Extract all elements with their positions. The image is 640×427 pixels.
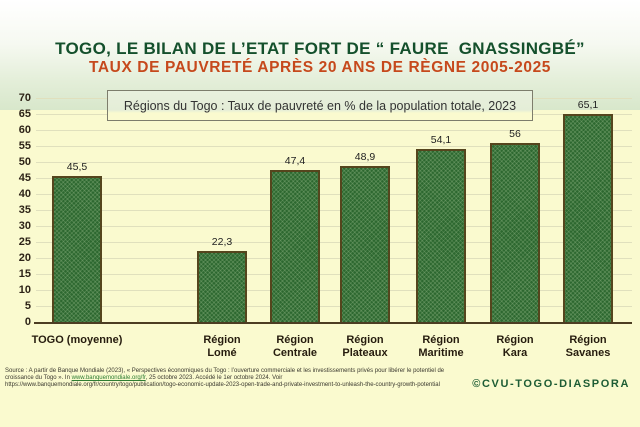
source-note: Source : A partir de Banque Mondiale (20… bbox=[5, 368, 475, 389]
y-tick-label: 70 bbox=[18, 91, 31, 104]
source-link[interactable]: www.banquemondiale.org/fr bbox=[71, 374, 146, 381]
x-category-label: TOGO (moyenne) bbox=[31, 334, 123, 346]
x-category-label: Région Centrale bbox=[272, 334, 318, 359]
x-axis-line bbox=[34, 322, 632, 324]
source-url: https://www.banquemondiale.org/fr/countr… bbox=[5, 381, 440, 388]
gridline bbox=[36, 130, 632, 131]
gridline bbox=[36, 258, 632, 259]
y-tick-label: 0 bbox=[24, 315, 31, 328]
gridline bbox=[36, 146, 632, 147]
gridline bbox=[36, 178, 632, 179]
page-subtitle: TAUX DE PAUVRETÉ APRÈS 20 ANS DE RÈGNE 2… bbox=[88, 59, 552, 76]
y-tick-label: 50 bbox=[18, 155, 31, 168]
bar-value-label: 22,3 bbox=[211, 236, 233, 248]
y-tick-label: 45 bbox=[18, 171, 31, 184]
copyright: ©CVU-TOGO-DIASPORA bbox=[472, 378, 630, 390]
source-line-2-prefix: croissance du Togo ». In bbox=[5, 374, 72, 381]
y-tick-label: 55 bbox=[18, 139, 31, 152]
bar-7 bbox=[563, 114, 613, 322]
bar-value-label: 65,1 bbox=[577, 99, 599, 111]
bar-value-label: 54,1 bbox=[430, 134, 452, 146]
bar-3 bbox=[270, 170, 320, 322]
y-tick-label: 35 bbox=[18, 203, 31, 216]
bar-2 bbox=[197, 251, 247, 322]
x-category-label: Région Kara bbox=[496, 334, 534, 359]
gridline bbox=[36, 226, 632, 227]
gridline bbox=[36, 274, 632, 275]
y-tick-label: 15 bbox=[18, 267, 31, 280]
x-category-label: Région Plateaux bbox=[342, 334, 388, 359]
chart-title: Régions du Togo : Taux de pauvreté en % … bbox=[123, 98, 517, 113]
bar-value-label: 45,5 bbox=[66, 161, 88, 173]
y-tick-label: 5 bbox=[24, 299, 31, 312]
source-line-2-suffix: , 25 octobre 2023. Accédé le 1er octobre… bbox=[145, 374, 283, 381]
gridline bbox=[36, 194, 632, 195]
x-category-label: Région Maritime bbox=[418, 334, 464, 359]
bar-value-label: 47,4 bbox=[284, 155, 306, 167]
y-tick-label: 60 bbox=[18, 123, 31, 136]
gridline bbox=[36, 162, 632, 163]
gridline bbox=[36, 306, 632, 307]
gridline bbox=[36, 210, 632, 211]
y-tick-label: 65 bbox=[18, 107, 31, 120]
y-tick-label: 20 bbox=[18, 251, 31, 264]
bar-6 bbox=[490, 143, 540, 322]
bar-value-label: 56 bbox=[509, 128, 521, 140]
x-category-label: Région Savanes bbox=[565, 334, 611, 359]
x-category-label: Région Lomé bbox=[203, 334, 241, 359]
y-tick-label: 10 bbox=[18, 283, 31, 296]
bar-value-label: 48,9 bbox=[354, 151, 376, 163]
y-tick-label: 30 bbox=[18, 219, 31, 232]
y-tick-label: 40 bbox=[18, 187, 31, 200]
chart-title-box: Régions du Togo : Taux de pauvreté en % … bbox=[107, 90, 533, 121]
page-title: TOGO, LE BILAN DE L’ETAT FORT DE “ FAURE… bbox=[55, 39, 585, 58]
gridline bbox=[36, 290, 632, 291]
bar-4 bbox=[340, 166, 390, 322]
y-tick-label: 25 bbox=[18, 235, 31, 248]
gridline bbox=[36, 242, 632, 243]
bar-1 bbox=[52, 176, 102, 322]
bar-5 bbox=[416, 149, 466, 322]
source-line-2: croissance du Togo ». In www.banquemondi… bbox=[5, 375, 475, 382]
source-line-1: Source : A partir de Banque Mondiale (20… bbox=[5, 368, 445, 374]
